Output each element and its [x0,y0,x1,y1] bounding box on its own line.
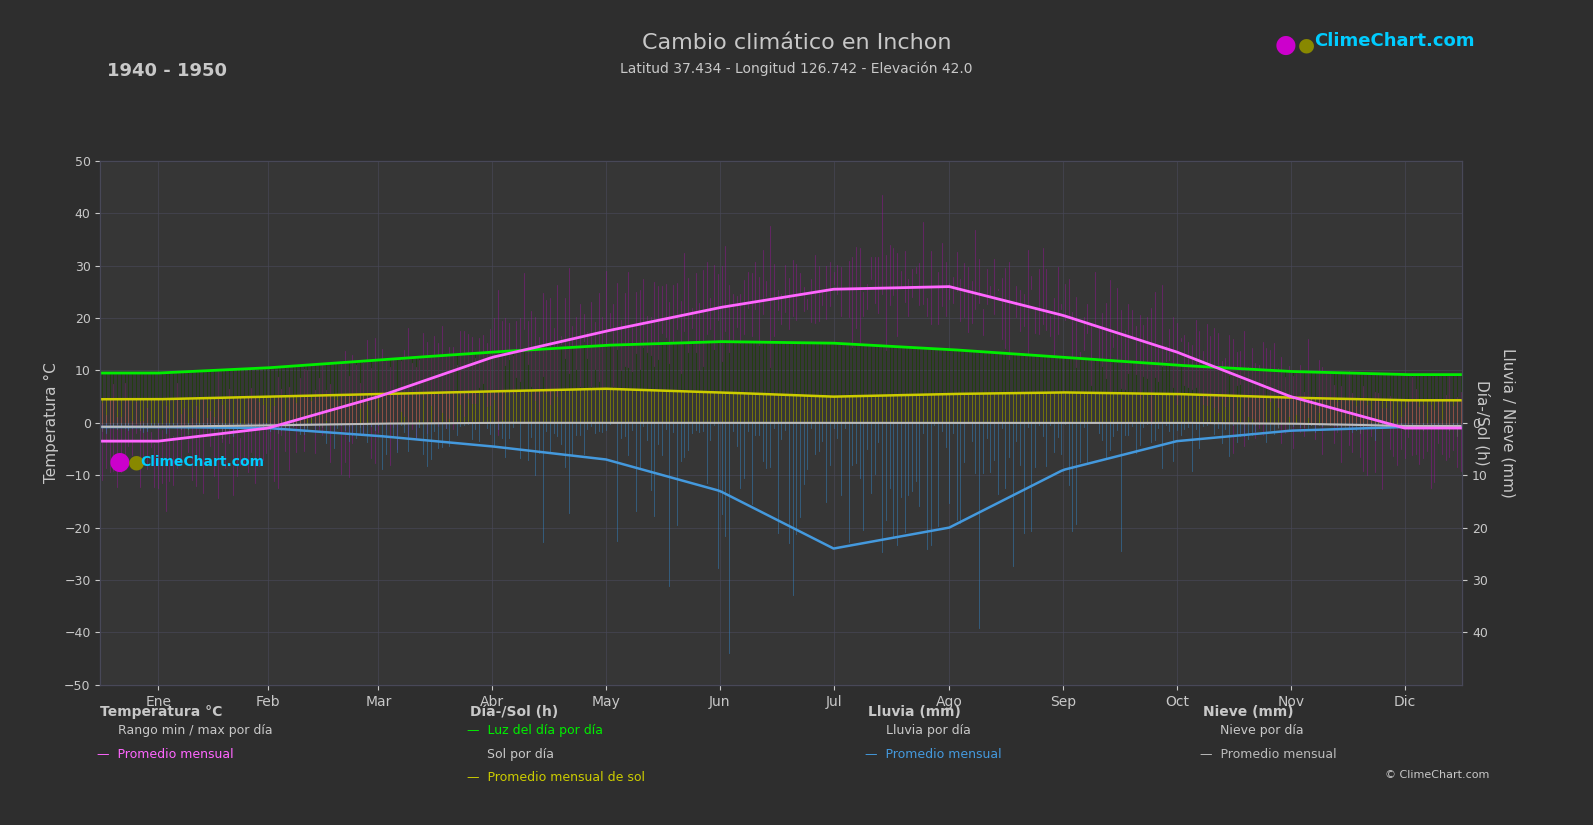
Text: Nieve (mm): Nieve (mm) [1203,705,1294,719]
Text: ClimeChart.com: ClimeChart.com [1314,32,1475,50]
Text: © ClimeChart.com: © ClimeChart.com [1384,770,1489,780]
Text: —  Luz del día por día: — Luz del día por día [467,724,602,737]
Text: —  Promedio mensual de sol: — Promedio mensual de sol [467,771,645,784]
Text: Sol por día: Sol por día [487,748,554,761]
Text: Día-/Sol (h): Día-/Sol (h) [470,705,558,719]
Text: Latitud 37.434 - Longitud 126.742 - Elevación 42.0: Latitud 37.434 - Longitud 126.742 - Elev… [620,62,973,77]
Text: Lluvia (mm): Lluvia (mm) [868,705,961,719]
Text: ●: ● [127,452,145,472]
Text: 1940 - 1950: 1940 - 1950 [107,62,226,80]
Text: ClimeChart.com: ClimeChart.com [140,455,264,469]
Text: Nieve por día: Nieve por día [1220,724,1303,737]
Text: Temperatura °C: Temperatura °C [100,705,223,719]
Text: —  Promedio mensual: — Promedio mensual [865,748,1002,761]
Y-axis label: Día-/Sol (h): Día-/Sol (h) [1475,380,1489,465]
Y-axis label: Temperatura °C: Temperatura °C [43,362,59,483]
Y-axis label: Lluvia / Nieve (mm): Lluvia / Nieve (mm) [1501,348,1517,497]
Text: Cambio climático en Inchon: Cambio climático en Inchon [642,33,951,53]
Text: Lluvia por día: Lluvia por día [886,724,970,737]
Text: —  Promedio mensual: — Promedio mensual [97,748,234,761]
Text: —  Promedio mensual: — Promedio mensual [1200,748,1337,761]
Text: Rango min / max por día: Rango min / max por día [118,724,272,737]
Text: ●: ● [1298,35,1316,55]
Text: ●: ● [1274,33,1297,58]
Text: ●: ● [108,450,131,474]
